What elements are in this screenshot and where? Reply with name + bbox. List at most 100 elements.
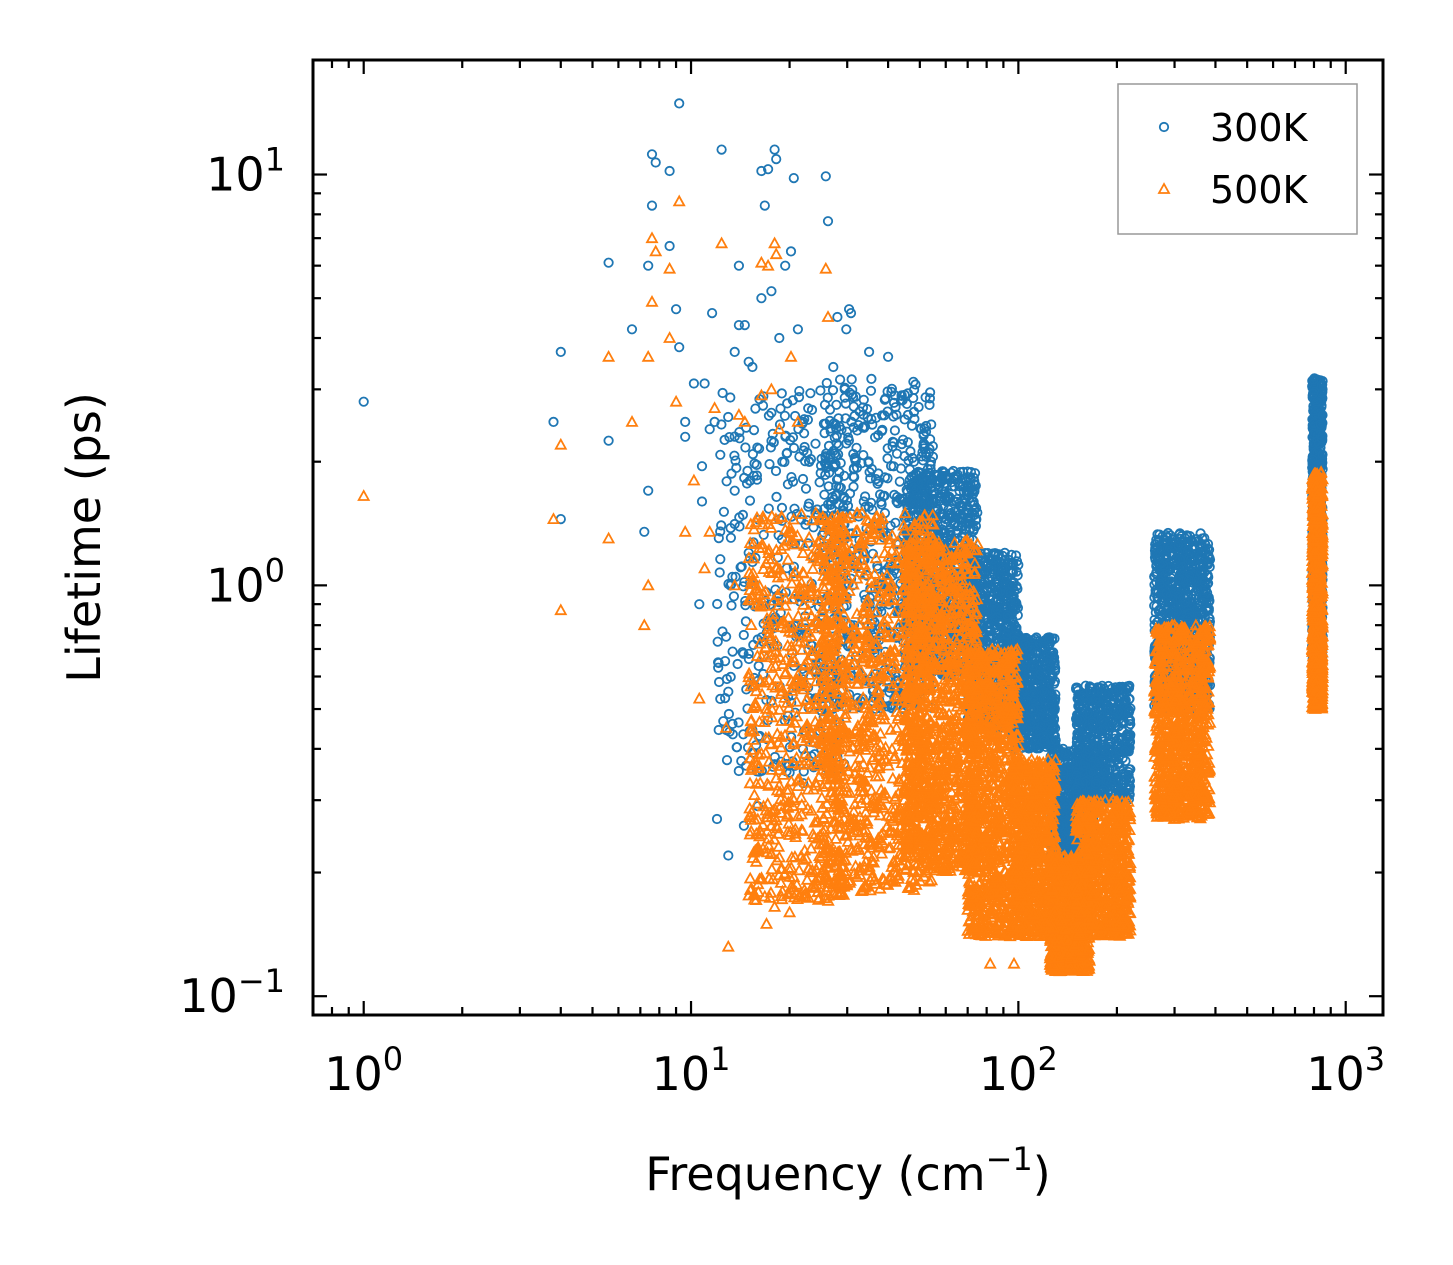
point-300K-c1 <box>835 482 846 493</box>
point-300K-c1 <box>830 458 841 470</box>
point-300K-c1 <box>870 473 882 485</box>
point-300K-c3 <box>981 560 992 572</box>
point-300K-c0 <box>779 410 791 421</box>
point-300K-c0 <box>794 385 805 397</box>
point-300K-c3 <box>976 576 988 587</box>
point-300K-c0 <box>787 476 799 487</box>
point-300K-c1 <box>859 491 871 502</box>
point-300K-c1 <box>894 476 905 487</box>
point-300K-c1 <box>867 504 878 515</box>
point-300K-c3 <box>983 553 994 565</box>
point-300K-c1 <box>905 446 916 457</box>
point-300K-c1 <box>822 392 833 403</box>
point-300K-c1 <box>848 422 859 433</box>
point-300K-c0 <box>788 442 800 454</box>
point-300K-c2 <box>967 507 978 518</box>
point-300K-c2 <box>905 497 916 509</box>
point-300K-c1 <box>850 454 861 465</box>
point-300K-c0 <box>776 388 787 399</box>
point-300K-c2 <box>965 513 976 525</box>
point-300K-c1 <box>870 412 882 423</box>
point-300K-c0 <box>723 411 734 423</box>
point-300K-c1 <box>834 467 845 478</box>
point-300K-c0 <box>728 591 740 602</box>
point-300K-c0 <box>721 673 733 685</box>
point-300K-c0 <box>803 403 814 414</box>
point-300K-c0 <box>723 708 735 720</box>
point-300K-c3 <box>991 612 1003 623</box>
point-300K-c1 <box>824 404 836 415</box>
point-300K-c1 <box>873 468 884 479</box>
point-300K-c1 <box>890 402 901 413</box>
point-300K-c0 <box>789 503 800 514</box>
point-300K-c0 <box>815 460 827 471</box>
point-300K-c0 <box>713 657 724 669</box>
point-300K-c0 <box>721 476 732 487</box>
point-300K-c0 <box>775 403 786 414</box>
point-300K-c0 <box>715 449 726 460</box>
point-300K-c1 <box>829 448 840 459</box>
point-300K-c1 <box>834 374 846 385</box>
point-300K-c1 <box>865 497 877 508</box>
point-300K-c1 <box>842 500 854 511</box>
point-300K-c1 <box>863 457 874 468</box>
point-300K-c1 <box>888 411 899 422</box>
point-300K-c0 <box>712 636 723 647</box>
point-300K-c0 <box>734 512 745 523</box>
point-300K-c0 <box>726 468 737 479</box>
point-300K-c0 <box>797 473 809 485</box>
point-300K-c0 <box>712 598 723 610</box>
point-300K-c3 <box>1001 629 1012 640</box>
point-300K-c1 <box>882 443 893 454</box>
point-300K-c0 <box>782 479 794 490</box>
point-300K-c1 <box>858 496 869 507</box>
point-300K-c0 <box>718 506 730 517</box>
point-300K-c0 <box>800 483 812 494</box>
point-300K-c0 <box>758 668 769 680</box>
point-300K-c0 <box>721 754 733 766</box>
point-300K-c0 <box>802 447 813 458</box>
point-300K-c3 <box>986 566 998 577</box>
point-300K-c0 <box>743 648 754 659</box>
point-300K-c3 <box>997 550 1008 561</box>
point-300K-c2 <box>941 495 953 506</box>
point-300K-c1 <box>825 423 836 434</box>
point-300K-c0 <box>753 443 765 454</box>
point-300K-c0 <box>831 399 842 410</box>
point-300K-c1 <box>831 423 842 434</box>
point-300K-c0 <box>725 532 737 543</box>
point-300K-c0 <box>719 434 730 445</box>
point-300K-c0 <box>815 385 826 396</box>
point-300K-c0 <box>717 387 728 399</box>
point-300K-c1 <box>832 473 844 484</box>
point-300K-c0 <box>765 442 777 453</box>
point-300K-c2 <box>964 525 975 536</box>
point-300K-c2 <box>937 475 948 486</box>
point-300K-c3 <box>990 576 1001 587</box>
point-300K-c0 <box>810 438 821 449</box>
point-300K-c1 <box>925 456 937 467</box>
point-300K-c0 <box>827 385 839 396</box>
point-300K-c1 <box>853 419 864 431</box>
point-300K-c1 <box>865 385 877 396</box>
point-300K-c2 <box>910 484 922 495</box>
point-300K-c1 <box>848 471 859 482</box>
point-300K-c0 <box>729 518 740 530</box>
point-300K-c0 <box>764 458 775 470</box>
point-300K-c0 <box>738 629 749 641</box>
point-300K-c0 <box>719 692 731 704</box>
point-300K-c0 <box>744 495 756 506</box>
point-300K-c0 <box>729 450 740 461</box>
point-300K-c0 <box>716 520 727 531</box>
point-300K-c1 <box>851 442 862 453</box>
point-300K-c0 <box>751 474 763 485</box>
point-300K-c0 <box>808 522 819 533</box>
point-300K-c3 <box>991 627 1002 638</box>
point-300K-c0 <box>793 391 805 403</box>
point-300K-c1 <box>858 394 869 405</box>
point-300K-c1 <box>896 438 908 450</box>
point-300K-c2 <box>915 467 927 478</box>
point-300K-c1 <box>872 478 883 489</box>
point-300K-c1 <box>916 423 927 434</box>
point-300K-c0 <box>802 414 814 425</box>
